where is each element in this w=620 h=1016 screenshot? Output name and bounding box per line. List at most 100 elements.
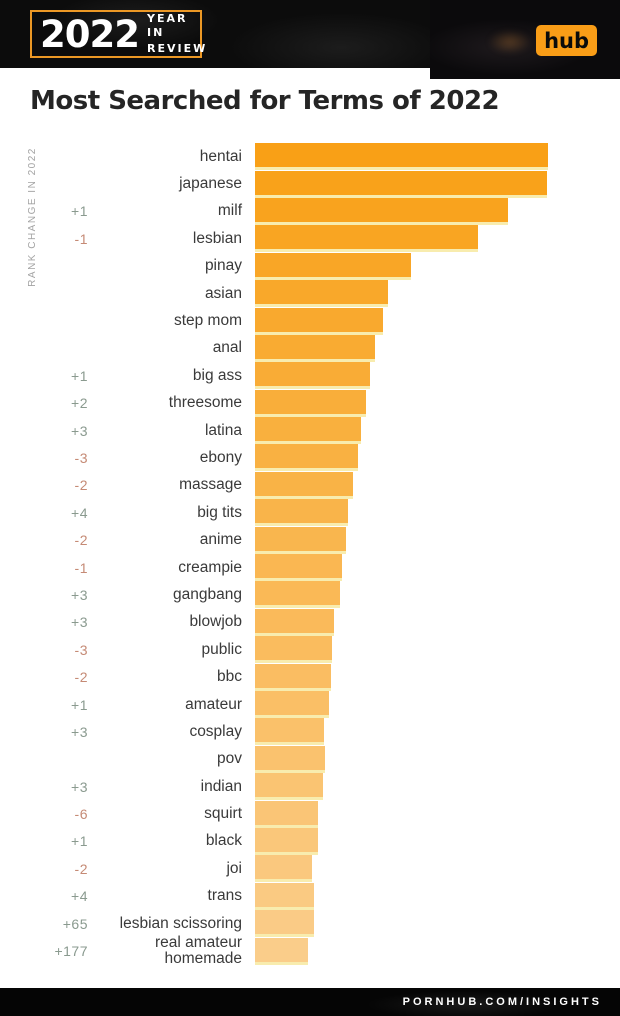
term-label: lesbian <box>192 229 242 247</box>
rank-change-value: +3 <box>71 614 88 631</box>
search-volume-bar <box>255 143 548 171</box>
search-volume-bar <box>255 855 312 883</box>
chart-row: +3 blowjob <box>0 608 620 636</box>
year-badge: 2022 YEAR IN REVIEW <box>30 10 205 58</box>
term-label: japanese <box>179 175 242 193</box>
chart-row: +3 cosplay <box>0 718 620 746</box>
rank-change-value: -2 <box>74 477 88 494</box>
chart-row: japanese <box>0 170 620 198</box>
chart-row: pov <box>0 745 620 773</box>
search-volume-bar <box>255 691 329 718</box>
term-label: amateur <box>185 695 242 713</box>
chart-row: -2 bbc <box>0 663 620 691</box>
term-label: blowjob <box>189 613 242 631</box>
rank-change-value: -6 <box>74 806 88 823</box>
blurred-logo-smudge <box>488 30 532 54</box>
term-label: joi <box>226 859 242 877</box>
chart-row: hentai <box>0 143 620 171</box>
chart-row: +1 big ass <box>0 362 620 390</box>
rank-change-value: +1 <box>71 367 88 384</box>
chart-row: -3 ebony <box>0 444 620 472</box>
search-volume-bar <box>255 444 358 472</box>
chart-row: step mom <box>0 307 620 335</box>
search-volume-bar <box>255 334 375 362</box>
search-volume-bar <box>255 526 346 554</box>
rank-change-value: +177 <box>54 943 88 960</box>
search-volume-bar <box>255 827 318 855</box>
rank-change-value: -2 <box>74 669 88 686</box>
chart-row: +3 gangbang <box>0 581 620 609</box>
rank-change-value: -2 <box>74 532 88 549</box>
chart-row: +2 threesome <box>0 389 620 417</box>
page-title: Most Searched for Terms of 2022 <box>30 86 500 116</box>
term-label: squirt <box>204 805 242 823</box>
term-label: big tits <box>197 503 242 521</box>
rank-change-value: +3 <box>71 422 88 439</box>
term-label: indian <box>200 777 242 795</box>
term-label: pinay <box>204 257 242 275</box>
rank-change-value: +2 <box>71 395 88 412</box>
chart-row: -3 public <box>0 636 620 664</box>
search-volume-bar <box>255 170 547 198</box>
term-label: ebony <box>199 448 242 466</box>
rank-change-value: +65 <box>62 915 88 932</box>
term-label: threesome <box>168 394 242 412</box>
search-volume-bar <box>255 882 314 910</box>
review-text: REVIEW <box>146 41 208 55</box>
year-in-text: YEAR IN <box>146 12 188 40</box>
search-volume-bar <box>255 773 323 801</box>
year-in-review-label: YEAR IN REVIEW <box>147 12 207 55</box>
year-text: 2022 <box>40 12 140 56</box>
search-volume-bar <box>255 471 353 499</box>
search-volume-bar <box>255 389 366 417</box>
chart-row: anal <box>0 334 620 362</box>
search-volume-bar <box>255 608 334 636</box>
term-label: lesbian scissoring <box>119 914 242 932</box>
chart-row: +177 real amateur homemade <box>0 934 620 968</box>
chart-row: -2 joi <box>0 855 620 883</box>
rank-change-value: +1 <box>71 696 88 713</box>
chart-row: asian <box>0 280 620 308</box>
rank-change-value: +4 <box>71 888 88 905</box>
search-volume-bar <box>255 554 342 582</box>
hub-logo-text: hub <box>544 29 589 53</box>
term-label: hentai <box>199 147 242 165</box>
chart-row: +3 latina <box>0 417 620 445</box>
rank-change-value: -1 <box>74 559 88 576</box>
term-label: real amateur homemade <box>154 934 242 968</box>
rank-change-value: -1 <box>74 230 88 247</box>
chart-row: -2 anime <box>0 526 620 554</box>
most-searched-terms-chart: hentai japanese +1 milf -1 lesbian pinay… <box>0 143 620 968</box>
rank-change-value: -2 <box>74 860 88 877</box>
search-volume-bar <box>255 910 314 938</box>
search-volume-bar <box>255 417 361 445</box>
term-label: gangbang <box>173 585 242 603</box>
chart-row: +4 trans <box>0 882 620 910</box>
search-volume-bar <box>255 718 324 746</box>
search-volume-bar <box>255 280 388 308</box>
term-label: bbc <box>217 668 242 686</box>
search-volume-bar <box>255 636 332 664</box>
search-volume-bar <box>255 800 318 828</box>
rank-change-value: +3 <box>71 586 88 603</box>
footer-url: PORNHUB.COM/INSIGHTS <box>402 996 602 1008</box>
search-volume-bar <box>255 937 308 965</box>
search-volume-bar <box>255 745 325 773</box>
search-volume-bar <box>255 663 331 691</box>
term-label: anime <box>199 531 242 549</box>
chart-row: +1 amateur <box>0 691 620 718</box>
term-label: pov <box>217 750 242 768</box>
chart-row: +3 indian <box>0 773 620 801</box>
chart-row: -2 massage <box>0 471 620 499</box>
term-label: cosplay <box>189 722 242 740</box>
search-volume-bar <box>255 197 508 225</box>
chart-row: +1 black <box>0 827 620 855</box>
term-label: black <box>205 832 242 850</box>
chart-row: -1 lesbian <box>0 225 620 253</box>
rank-change-value: +1 <box>71 203 88 220</box>
rank-change-value: +4 <box>71 504 88 521</box>
search-volume-bar <box>255 499 348 527</box>
chart-row: -1 creampie <box>0 554 620 582</box>
rank-change-value: -3 <box>74 641 88 658</box>
rank-change-value: +1 <box>71 833 88 850</box>
